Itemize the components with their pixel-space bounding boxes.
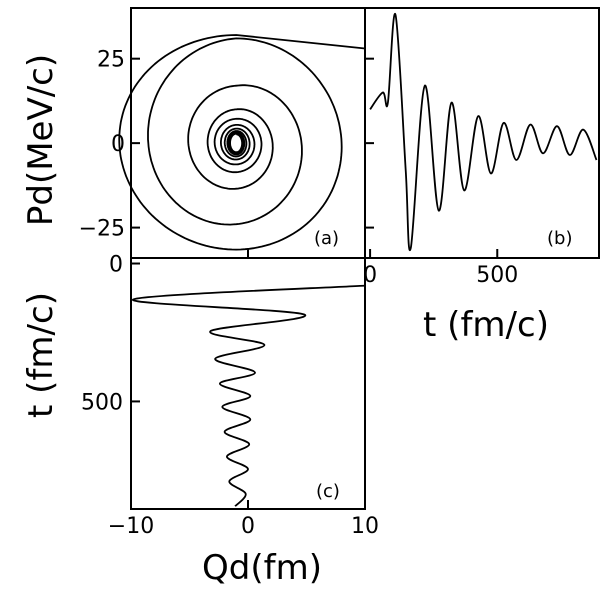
- panel-b-xlabel: t (fm/c): [423, 305, 549, 345]
- panel-b-momentum-curve: [369, 13, 598, 252]
- panel-a-ytick-label: 0: [111, 132, 125, 157]
- panel-c-ytick-label: 0: [109, 253, 123, 278]
- panel-a-ytick-label: 25: [97, 48, 125, 73]
- panel-c-xlabel: Qd(fm): [202, 548, 322, 588]
- panel-c-ytick-label: 500: [81, 390, 123, 415]
- panel-c-xtick-label: −10: [108, 514, 154, 539]
- panel-a-phase-spiral: [118, 34, 366, 251]
- panel-b-frame: [364, 7, 600, 259]
- panel-c-ticks: −10 0 10 0 500: [81, 253, 379, 539]
- panel-a-label: (a): [314, 228, 339, 249]
- panel-a-ticks: 25 0 −25: [79, 48, 366, 258]
- panel-b-label: (b): [547, 228, 572, 249]
- panel-c-position-curve: [132, 284, 366, 507]
- panel-b-ticks: 0 500: [363, 57, 518, 288]
- panel-a-ytick-label: −25: [79, 217, 125, 242]
- panel-c-label: (c): [316, 481, 340, 502]
- panel-b-xtick-label: 0: [363, 263, 377, 288]
- panel-c-xtick-label: 0: [241, 514, 255, 539]
- panel-a-ylabel: Pd(MeV/c): [21, 54, 61, 226]
- panel-c-xtick-label: 10: [351, 514, 379, 539]
- panel-c-ylabel: t (fm/c): [21, 292, 61, 418]
- panel-b-xtick-label: 500: [476, 263, 518, 288]
